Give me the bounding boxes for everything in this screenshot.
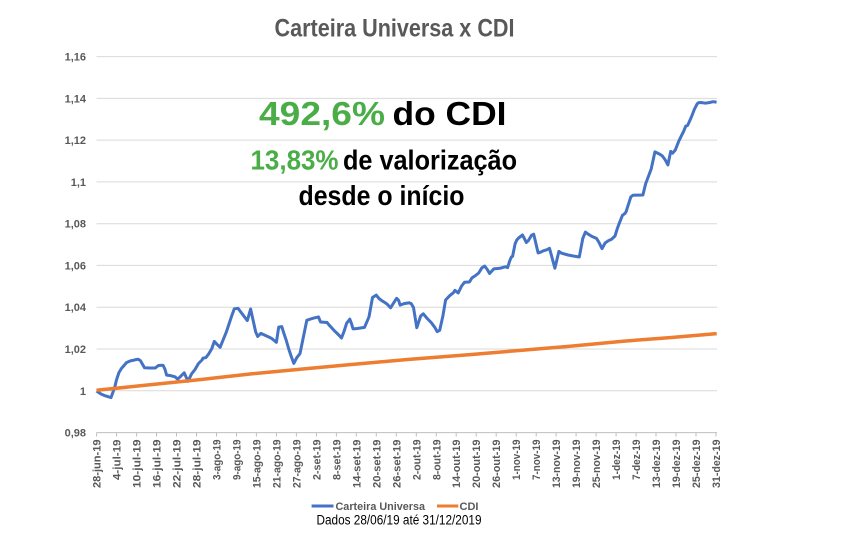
svg-text:1,08: 1,08	[65, 219, 86, 231]
svg-text:1-nov-19: 1-nov-19	[511, 440, 523, 481]
svg-text:25-dez-19: 25-dez-19	[691, 440, 703, 489]
svg-text:28-jun-19: 28-jun-19	[92, 440, 104, 489]
svg-text:desde o início: desde o início	[299, 180, 465, 211]
svg-text:10-jul-19: 10-jul-19	[132, 440, 144, 489]
svg-text:1,02: 1,02	[65, 344, 86, 356]
svg-text:22-jul-19: 22-jul-19	[172, 440, 184, 489]
svg-text:do CDI: do CDI	[393, 95, 507, 132]
svg-text:27-ago-19: 27-ago-19	[291, 440, 303, 489]
svg-text:26-out-19: 26-out-19	[491, 440, 503, 489]
svg-text:1,04: 1,04	[65, 302, 87, 314]
svg-text:20-set-19: 20-set-19	[371, 440, 383, 489]
svg-text:26-set-19: 26-set-19	[391, 440, 403, 489]
svg-text:25-nov-19: 25-nov-19	[591, 440, 603, 489]
svg-text:2-set-19: 2-set-19	[311, 440, 323, 481]
svg-text:16-jul-19: 16-jul-19	[152, 440, 164, 489]
svg-text:1,14: 1,14	[65, 93, 87, 105]
svg-text:8-set-19: 8-set-19	[331, 440, 343, 481]
svg-text:1,16: 1,16	[65, 52, 86, 64]
svg-text:1,06: 1,06	[65, 260, 86, 272]
svg-text:19-dez-19: 19-dez-19	[671, 440, 683, 489]
svg-text:7-nov-19: 7-nov-19	[531, 440, 543, 481]
svg-text:492,6%: 492,6%	[259, 95, 385, 132]
svg-text:9-ago-19: 9-ago-19	[232, 440, 244, 481]
svg-text:de valorização: de valorização	[343, 145, 517, 176]
svg-text:31-dez-19: 31-dez-19	[711, 440, 723, 489]
svg-text:14-set-19: 14-set-19	[351, 440, 363, 489]
svg-text:21-ago-19: 21-ago-19	[271, 440, 283, 489]
svg-text:1-dez-19: 1-dez-19	[611, 440, 623, 481]
svg-text:2-out-19: 2-out-19	[411, 440, 423, 481]
svg-text:Carteira Universa x CDI: Carteira Universa x CDI	[275, 15, 515, 43]
svg-text:20-out-19: 20-out-19	[471, 440, 483, 489]
svg-text:Dados 28/06/19 até 31/12/2019: Dados 28/06/19 até 31/12/2019	[317, 512, 482, 527]
svg-text:7-dez-19: 7-dez-19	[631, 440, 643, 481]
svg-text:4-jul-19: 4-jul-19	[112, 440, 124, 481]
svg-text:19-nov-19: 19-nov-19	[571, 440, 583, 489]
svg-text:28-jul-19: 28-jul-19	[192, 440, 204, 489]
svg-text:1,1: 1,1	[71, 177, 86, 189]
svg-text:14-out-19: 14-out-19	[451, 440, 463, 489]
svg-text:1,12: 1,12	[65, 135, 86, 147]
svg-text:13-nov-19: 13-nov-19	[551, 440, 563, 489]
svg-text:8-out-19: 8-out-19	[431, 440, 443, 481]
svg-text:15-ago-19: 15-ago-19	[251, 440, 263, 489]
svg-text:1: 1	[80, 386, 86, 398]
svg-text:13-dez-19: 13-dez-19	[651, 440, 663, 489]
svg-text:0,98: 0,98	[65, 428, 86, 440]
svg-text:Carteira Universa: Carteira Universa	[336, 501, 426, 513]
svg-text:13,83%: 13,83%	[251, 145, 339, 176]
svg-text:3-ago-19: 3-ago-19	[212, 440, 224, 481]
svg-text:CDI: CDI	[460, 501, 479, 513]
